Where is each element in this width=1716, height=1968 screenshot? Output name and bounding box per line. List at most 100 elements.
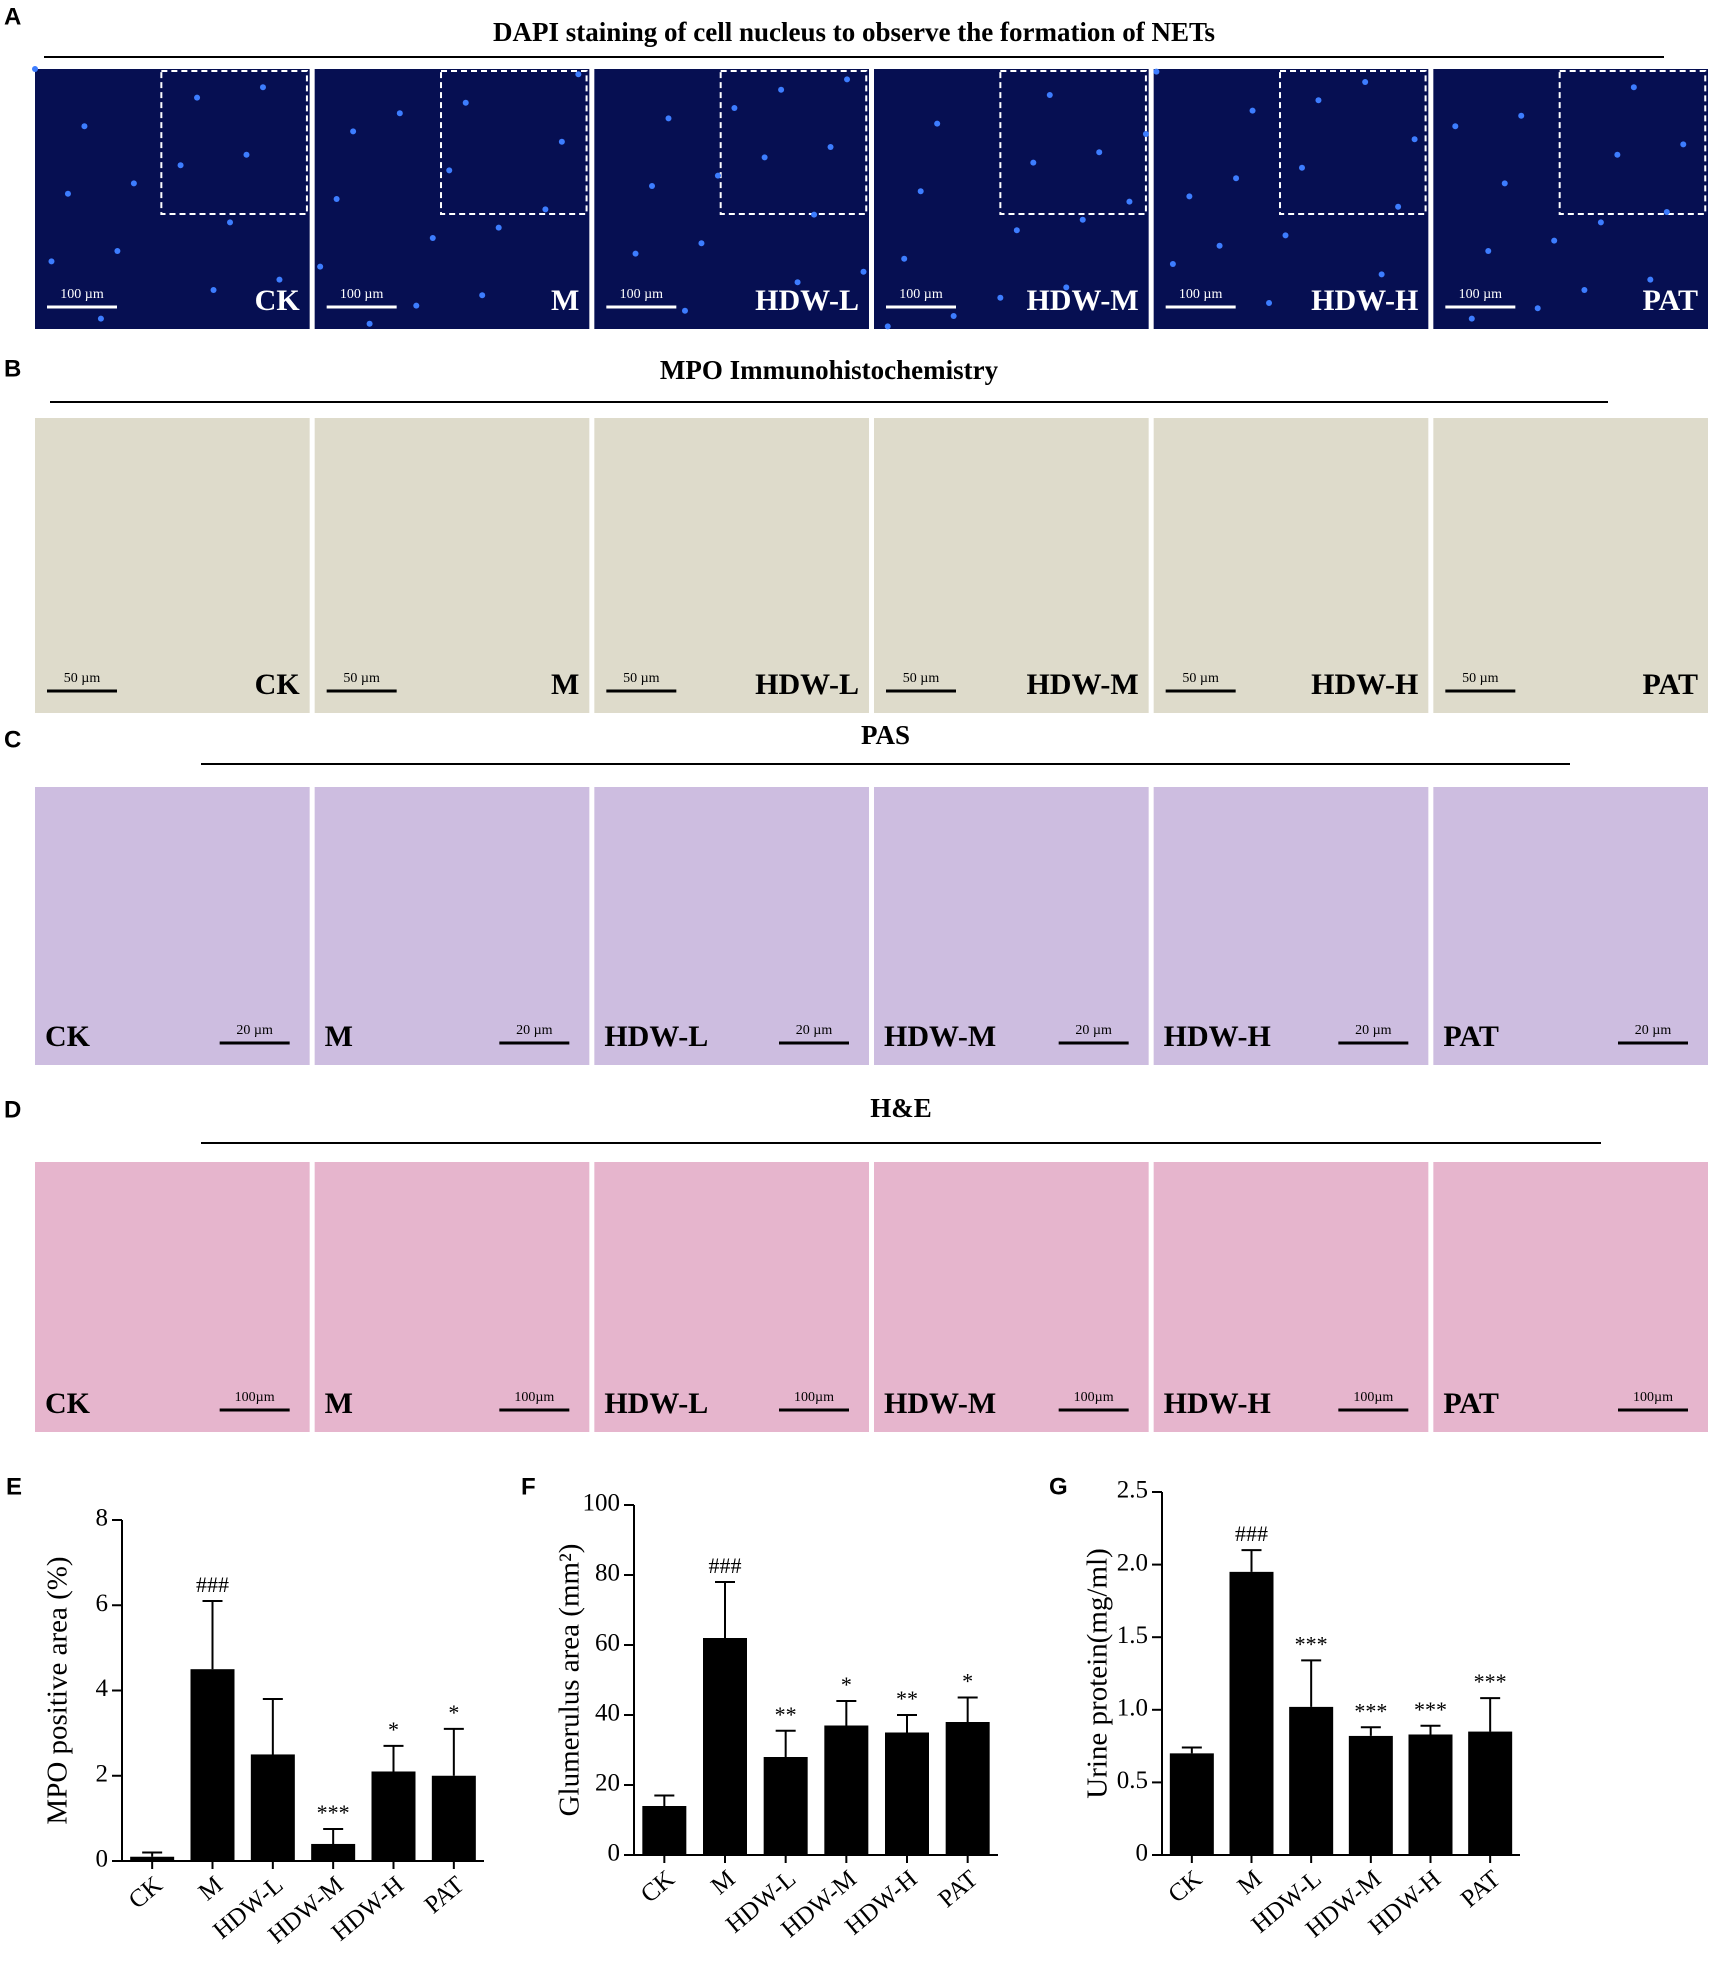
x-tick-label: M xyxy=(194,1871,228,1906)
nucleus xyxy=(495,224,502,231)
nucleus xyxy=(542,206,549,213)
nucleus xyxy=(114,248,121,254)
bar xyxy=(431,1775,476,1861)
inset-box xyxy=(1558,70,1707,215)
nucleus xyxy=(1126,198,1133,205)
nucleus xyxy=(446,167,453,174)
micrograph xyxy=(1153,1162,1429,1432)
x-tick-label: PAT xyxy=(420,1871,470,1919)
micrograph xyxy=(35,787,310,1065)
y-tick-label: 2 xyxy=(96,1760,109,1787)
nucleus xyxy=(1315,97,1322,104)
significance: * xyxy=(448,1700,459,1725)
micrograph xyxy=(1153,418,1429,713)
bar xyxy=(1348,1735,1393,1855)
bar xyxy=(703,1638,747,1855)
inset-box xyxy=(160,70,308,215)
y-tick-label: 0 xyxy=(1136,1840,1149,1867)
x-tick-label: CK xyxy=(1163,1865,1207,1908)
significance: * xyxy=(841,1672,852,1697)
group-label: HDW-M xyxy=(1026,668,1138,701)
bar xyxy=(311,1843,356,1861)
y-tick-label: 100 xyxy=(583,1490,621,1517)
significance: ### xyxy=(196,1572,229,1597)
nucleus xyxy=(48,258,55,265)
nucleus xyxy=(1096,149,1103,156)
error-bar xyxy=(1360,1726,1381,1736)
micrograph xyxy=(874,69,1149,329)
inset-box xyxy=(1279,70,1427,215)
inset-box xyxy=(719,70,868,215)
nucleus xyxy=(811,211,818,218)
micrograph xyxy=(35,69,310,329)
panel-title: DAPI staining of cell nucleus to observe… xyxy=(493,17,1215,47)
nucleus xyxy=(1534,305,1541,312)
nucleus xyxy=(844,76,851,83)
bar xyxy=(1229,1571,1274,1855)
y-tick-label: 6 xyxy=(96,1590,109,1617)
nucleus xyxy=(177,162,184,169)
bar xyxy=(824,1725,869,1855)
nucleus xyxy=(1233,175,1240,182)
nucleus xyxy=(1581,287,1588,293)
group-label: HDW-H xyxy=(1164,1020,1271,1053)
nucleus xyxy=(1597,219,1604,226)
nucleus xyxy=(1266,300,1273,306)
nucleus xyxy=(1169,261,1176,267)
nucleus xyxy=(860,268,867,275)
error-bar xyxy=(1241,1549,1262,1572)
group-label: HDW-M xyxy=(884,1387,996,1420)
micrograph xyxy=(314,418,590,713)
group-label: HDW-L xyxy=(755,668,859,701)
y-tick-label: 0.5 xyxy=(1117,1767,1148,1794)
nucleus xyxy=(317,263,324,270)
nucleus xyxy=(462,99,469,106)
panel-letter: A xyxy=(4,3,21,30)
group-label: CK xyxy=(45,1020,91,1053)
group-label: HDW-L xyxy=(755,284,859,317)
scale-bar-label: 20 µm xyxy=(1355,1023,1392,1038)
panel-letter: C xyxy=(4,726,21,753)
nucleus xyxy=(884,323,891,330)
group-label: HDW-M xyxy=(884,1020,996,1053)
y-tick-label: 60 xyxy=(595,1630,620,1657)
scale-bar-label: 50 µm xyxy=(1182,671,1219,686)
nucleus xyxy=(1249,107,1256,114)
nucleus xyxy=(1186,193,1193,200)
nucleus xyxy=(1614,151,1621,158)
error-bar xyxy=(897,1714,917,1733)
inset-box xyxy=(440,70,588,215)
error-bar xyxy=(202,1599,223,1670)
nucleus xyxy=(1153,68,1160,75)
group-label: HDW-H xyxy=(1164,1387,1271,1420)
significance: ### xyxy=(1235,1521,1268,1546)
nucleus xyxy=(1142,131,1149,137)
micrograph xyxy=(594,69,869,329)
nucleus xyxy=(1216,242,1223,249)
nucleus xyxy=(698,240,705,247)
scale-bar-label: 50 µm xyxy=(623,671,660,686)
nucleus xyxy=(901,255,908,262)
error-bar xyxy=(383,1744,404,1772)
bar xyxy=(1289,1706,1334,1855)
panel-title: H&E xyxy=(870,1093,932,1123)
group-label: HDW-H xyxy=(1311,284,1418,317)
nucleus xyxy=(366,320,373,327)
bar xyxy=(763,1757,808,1855)
nucleus xyxy=(632,250,639,257)
significance: ### xyxy=(709,1553,742,1578)
group-label: CK xyxy=(255,284,301,317)
bar xyxy=(1408,1734,1453,1855)
significance: ** xyxy=(775,1702,797,1727)
nucleus xyxy=(333,196,340,202)
micrograph xyxy=(1153,787,1429,1065)
y-tick-label: 20 xyxy=(595,1770,620,1797)
nucleus xyxy=(761,154,768,161)
nucleus xyxy=(97,315,104,322)
scale-bar-label: 100µm xyxy=(1633,1390,1673,1405)
error-bar xyxy=(1301,1659,1322,1707)
scale-bar-label: 100µm xyxy=(794,1390,834,1405)
nucleus xyxy=(1046,92,1053,98)
panel-title: PAS xyxy=(861,720,910,750)
